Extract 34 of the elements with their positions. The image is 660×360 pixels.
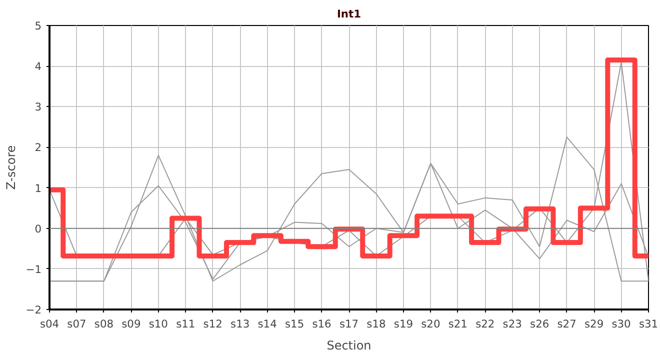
x-tick-label: s04 <box>40 318 60 330</box>
x-tick-label: s31 <box>638 318 658 330</box>
x-tick-label: s23 <box>502 318 522 330</box>
x-tick-label: s07 <box>67 318 86 330</box>
x-tick-label: s15 <box>284 318 304 330</box>
x-tick-label: s17 <box>339 318 359 330</box>
x-tick-label: s16 <box>312 318 332 330</box>
x-tick-label: s27 <box>557 318 576 330</box>
x-axis-title: Section <box>326 338 372 352</box>
x-tick-label: s10 <box>148 318 168 330</box>
x-tick-label: s30 <box>612 318 632 330</box>
x-tick-label: s14 <box>258 318 278 330</box>
y-tick-label: −2 <box>26 304 42 316</box>
x-tick-label: s11 <box>176 318 196 330</box>
y-tick-label: 4 <box>34 60 42 74</box>
x-tick-label: s08 <box>94 318 114 330</box>
x-tick-label: s21 <box>448 318 468 330</box>
x-tick-label: s09 <box>122 318 141 330</box>
x-tick-label: s19 <box>394 318 414 330</box>
y-tick-label: 2 <box>34 141 42 154</box>
y-axis-title: Z-score <box>4 145 18 190</box>
y-tick-label: −1 <box>26 262 42 276</box>
x-tick-label: s12 <box>203 318 222 330</box>
chart-title: Int1 <box>336 8 362 20</box>
x-tick-label: s26 <box>530 318 550 330</box>
y-tick-label: 3 <box>34 100 42 114</box>
x-tick-label: s22 <box>476 318 495 330</box>
y-tick-label: 1 <box>34 182 42 195</box>
x-tick-label: s29 <box>584 318 604 330</box>
x-tick-label: s20 <box>421 318 440 330</box>
x-tick-label: s13 <box>230 318 250 330</box>
x-tick-label: s18 <box>366 318 386 330</box>
y-tick-label: 5 <box>34 20 42 32</box>
y-tick-label: 0 <box>34 222 42 236</box>
